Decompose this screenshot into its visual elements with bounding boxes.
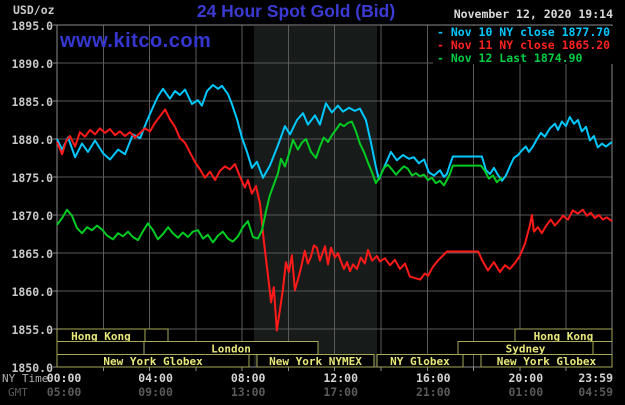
nymex-session-highlight-band [253,26,378,367]
x-axis-label-gmt: 09:00 [138,385,173,399]
session-box [144,328,169,343]
session-box [56,341,145,355]
session-label: New York Globex [497,355,597,368]
price-line-nov-12 [56,120,503,244]
x-axis-label-gmt: 04:59 [578,385,613,399]
gmt-axis-caption: GMT [8,386,28,399]
price-unit-label: USD/oz [13,3,55,17]
session-box-new-york-globex [480,353,613,368]
y-axis-label: 1890.0 [11,57,53,71]
y-axis-label: 1865.0 [11,247,53,261]
y-axis-label: 1870.0 [11,209,53,223]
session-label: New York NYMEX [269,355,362,368]
legend-item: - Nov 11 NY close 1865.20 [437,38,611,52]
session-label: NY Globex [390,355,450,368]
x-axis-label-ny: 08:00 [230,371,266,385]
x-axis-label-ny: 00:00 [46,371,82,385]
ny-time-axis-caption: NY Time [2,372,49,385]
y-axis-label: 1895.0 [11,19,53,33]
legend-item: - Nov 10 NY close 1877.70 [437,25,611,39]
session-label: Hong Kong [534,330,594,343]
session-label: London [211,343,251,356]
x-axis-label-ny: 04:00 [138,371,173,385]
x-axis-label-gmt: 05:00 [46,385,82,399]
x-axis-label-ny: 16:00 [415,371,451,385]
session-label: Hong Kong [71,330,131,343]
x-axis-label-gmt: 17:00 [323,385,358,399]
chart-legend: - Nov 10 NY close 1877.70- Nov 11 NY clo… [437,26,610,65]
y-axis-label: 1855.0 [11,323,53,337]
session-box-ny-globex [376,353,464,368]
session-label: New York Globex [103,355,203,368]
x-axis-label-gmt: 01:00 [508,385,544,399]
legend-background [433,26,613,64]
x-axis-label-gmt: 13:00 [230,385,266,399]
y-axis-label: 1875.0 [11,171,53,185]
x-axis-label-gmt: 21:00 [415,385,451,399]
chart-timestamp: November 12, 2020 19:14 [453,7,613,21]
x-axis-label-ny: 12:00 [323,371,358,385]
session-box-new-york-nymex [256,353,375,368]
y-axis-label: 1885.0 [11,95,53,109]
session-label: Sydney [506,343,546,356]
y-axis-label: 1850.0 [11,361,53,375]
page-title: 24 Hour Spot Gold (Bid) [196,1,396,21]
legend-item: - Nov 12 Last 1874.90 [437,51,583,65]
price-line-nov-11 [56,108,613,332]
session-box-new-york-globex [56,353,250,368]
x-axis-label-ny: 23:59 [578,371,613,385]
x-axis-label-ny: 20:00 [508,371,544,385]
y-axis-label: 1860.0 [11,285,53,299]
price-line-nov-10 [56,84,613,182]
kitco-watermark-link[interactable]: www.kitco.com [60,30,212,52]
y-axis-label: 1880.0 [11,133,53,147]
